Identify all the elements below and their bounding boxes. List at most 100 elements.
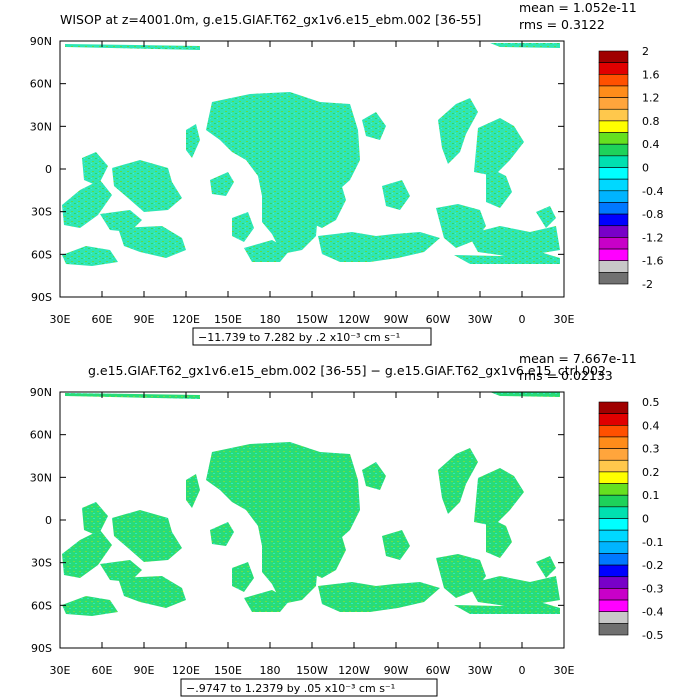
top-colorbar-label: -1.2 xyxy=(642,231,663,244)
top-x-tick-label: 90E xyxy=(134,313,155,326)
bottom-x-tick-label: 60E xyxy=(92,664,113,677)
bottom-colorbar-swatch xyxy=(598,576,629,589)
top-colorbar-swatch xyxy=(598,62,629,75)
bottom-colorbar-swatch xyxy=(598,599,629,612)
top-rms-stat: rms = 0.3122 xyxy=(519,17,605,32)
bottom-colorbar-label: -0.1 xyxy=(642,536,663,549)
bottom-range-note: −.9747 to 1.2379 by .05 x10⁻³ cm s⁻¹ xyxy=(186,682,395,695)
top-title: WISOP at z=4001.0m, g.e15.GIAF.T62_gx1v6… xyxy=(60,12,481,27)
bottom-colorbar-swatch xyxy=(598,459,629,473)
bottom-colorbar-swatch xyxy=(598,611,629,624)
bottom-colorbar-label: -0.5 xyxy=(642,629,663,642)
bottom-colorbar-label: 0.4 xyxy=(642,419,660,432)
top-colorbar-swatch xyxy=(598,97,629,110)
top-colorbar-swatch xyxy=(598,85,629,98)
bottom-x-tick-label: 150W xyxy=(296,664,328,677)
top-colorbar-label: 1.6 xyxy=(642,68,660,81)
bottom-colorbar-swatch xyxy=(598,553,629,566)
top-colorbar-swatch xyxy=(598,248,629,262)
top-y-tick-label: 90N xyxy=(30,35,52,48)
top-land-mask xyxy=(62,43,560,266)
top-x-tick-label: 120E xyxy=(172,313,200,326)
bottom-colorbar-swatch xyxy=(598,564,629,578)
top-x-tick-label: 150E xyxy=(214,313,242,326)
bottom-colorbar-swatch xyxy=(598,483,629,496)
bottom-colorbar: 0.5 0.4 0.3 0.2 0.1 0 -0.1 -0.2 -0.3 -0.4 -0.5 xyxy=(598,396,663,642)
bottom-colorbar-swatch xyxy=(598,401,629,414)
top-x-tick-label: 180 xyxy=(260,313,281,326)
top-colorbar-swatch xyxy=(598,225,629,238)
top-colorbar-label: -2 xyxy=(642,278,653,291)
top-colorbar-label: -0.4 xyxy=(642,185,663,198)
bottom-x-tick-label: 60W xyxy=(426,664,451,677)
top-colorbar-swatch xyxy=(598,155,629,168)
bottom-colorbar-swatch xyxy=(598,436,629,449)
top-axes: 30E 60E 90E 120E 150E 180 150W 120W 90W 60W 30W 0 30… xyxy=(30,35,575,326)
bottom-range-box xyxy=(180,678,438,697)
top-range-note: −11.739 to 7.282 by .2 x10⁻³ cm s⁻¹ xyxy=(198,331,400,344)
bottom-colorbar-label: -0.4 xyxy=(642,606,663,619)
top-colorbar-swatch xyxy=(598,237,629,250)
bottom-colorbar-label: -0.2 xyxy=(642,559,663,572)
top-colorbar: 2 1.6 1.2 0.8 0.4 0 -0.4 -0.8 -1.2 -1.6 -2 xyxy=(598,45,663,291)
bottom-colorbar-swatch xyxy=(598,529,629,543)
top-colorbar-swatch xyxy=(598,143,629,157)
bottom-colorbar-swatch xyxy=(598,623,629,636)
bottom-colorbar-swatch xyxy=(598,506,629,519)
top-mean-stat: mean = 1.052e-11 xyxy=(519,0,637,15)
bottom-colorbar-label: 0 xyxy=(642,513,649,526)
top-colorbar-swatch xyxy=(598,272,629,285)
bottom-colorbar-label: 0.5 xyxy=(642,396,660,409)
top-x-tick-label: 90W xyxy=(384,313,409,326)
bottom-colorbar-label: 0.3 xyxy=(642,443,660,456)
top-y-tick-label: 90S xyxy=(31,291,52,304)
top-y-tick-label: 60S xyxy=(31,248,52,261)
bottom-colorbar-swatch xyxy=(598,424,629,438)
top-colorbar-swatch xyxy=(598,132,629,145)
bottom-colorbar-swatch xyxy=(598,518,629,531)
top-colorbar-swatch xyxy=(598,178,629,192)
bottom-x-tick-label: 90W xyxy=(384,664,409,677)
top-colorbar-label: 0 xyxy=(642,162,649,175)
bottom-colorbar-label: 0.1 xyxy=(642,489,660,502)
bottom-map-panel: g.e15.GIAF.T62_gx1v6.e15_ebm.002 [36-55]… xyxy=(30,351,663,697)
top-colorbar-label: -1.6 xyxy=(642,255,663,268)
top-colorbar-swatch xyxy=(598,190,629,203)
bottom-ocean-field xyxy=(62,392,560,616)
top-map-panel: WISOP at z=4001.0m, g.e15.GIAF.T62_gx1v6… xyxy=(30,0,663,346)
bottom-colorbar-swatch xyxy=(598,448,629,461)
bottom-land-mask xyxy=(62,392,560,616)
top-x-tick-label: 30W xyxy=(468,313,493,326)
top-x-tick-label: 60E xyxy=(92,313,113,326)
bottom-title: g.e15.GIAF.T62_gx1v6.e15_ebm.002 [36-55]… xyxy=(88,363,606,378)
bottom-colorbar-swatch xyxy=(598,413,629,426)
bottom-colorbar-swatch xyxy=(598,588,629,601)
bottom-x-tick-label: 120E xyxy=(172,664,200,677)
bottom-x-tick-label: 30E xyxy=(50,664,71,677)
top-x-tick-label: 0 xyxy=(519,313,526,326)
bottom-y-tick-label: 90N xyxy=(30,386,52,399)
top-y-tick-label: 0 xyxy=(45,163,52,176)
bottom-y-tick-label: 90S xyxy=(31,642,52,655)
top-x-tick-label: 60W xyxy=(426,313,451,326)
top-colorbar-label: -0.8 xyxy=(642,208,663,221)
top-y-tick-label: 30S xyxy=(31,206,52,219)
top-y-tick-label: 30N xyxy=(30,120,52,133)
bottom-y-tick-label: 0 xyxy=(45,514,52,527)
top-colorbar-swatch xyxy=(598,50,629,63)
top-x-tick-label: 120W xyxy=(338,313,370,326)
top-colorbar-label: 0.8 xyxy=(642,115,660,128)
top-x-tick-label: 30E xyxy=(554,313,575,326)
top-y-tick-label: 60N xyxy=(30,78,52,91)
bottom-colorbar-swatch xyxy=(598,494,629,508)
top-colorbar-swatch xyxy=(598,167,629,180)
bottom-x-tick-label: 150E xyxy=(214,664,242,677)
bottom-colorbar-swatch xyxy=(598,541,629,554)
bottom-y-tick-label: 60N xyxy=(30,429,52,442)
top-colorbar-swatch xyxy=(598,108,629,122)
bottom-y-tick-label: 30N xyxy=(30,471,52,484)
bottom-x-tick-label: 30W xyxy=(468,664,493,677)
top-colorbar-swatch xyxy=(598,202,629,215)
bottom-colorbar-swatch xyxy=(598,471,629,484)
